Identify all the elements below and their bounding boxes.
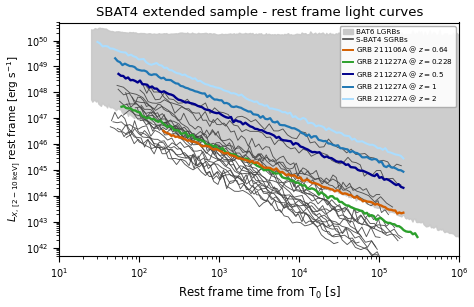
Title: SBAT4 extended sample - rest frame light curves: SBAT4 extended sample - rest frame light… — [96, 6, 423, 18]
Legend: BAT6 LGRBs, S-BAT4 SGRBs, GRB 211106A @ $z = 0.64$, GRB 211227A @ $z = 0.228$, G: BAT6 LGRBs, S-BAT4 SGRBs, GRB 211106A @ … — [340, 26, 456, 107]
Y-axis label: $L_{X,\,[2-10\,\mathrm{keV}]}$ rest frame [erg s$^{-1}$]: $L_{X,\,[2-10\,\mathrm{keV}]}$ rest fram… — [6, 56, 23, 222]
X-axis label: Rest frame time from T$_0$ [s]: Rest frame time from T$_0$ [s] — [178, 285, 341, 301]
